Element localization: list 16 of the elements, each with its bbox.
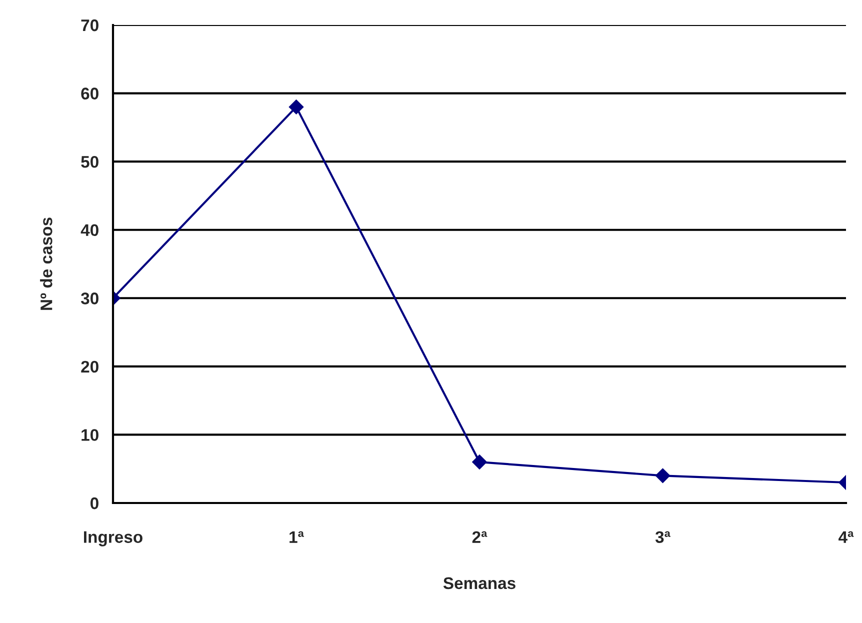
x-tick-label: 1ª [290,531,304,543]
y-tick-label: 30 [80,292,98,304]
y-tick-label: 40 [80,224,98,236]
x-tick-label: Ingreso [84,531,142,546]
y-tick-label: 10 [82,429,98,441]
x-axis-title: Semanas [443,577,516,590]
y-tick-label: 50 [81,156,98,168]
x-tick-label: 2ª [472,531,488,543]
x-tick-label: 4ª [838,531,854,543]
y-tick-label: 70 [81,19,98,32]
y-tick-label: 60 [81,88,98,100]
point [472,454,487,470]
y-tick-label: 0 [90,497,98,510]
y-axis-title: Nº de casos [40,218,52,310]
x-tick-label: 3ª [655,531,670,544]
y-tick-label: 20 [81,360,98,373]
